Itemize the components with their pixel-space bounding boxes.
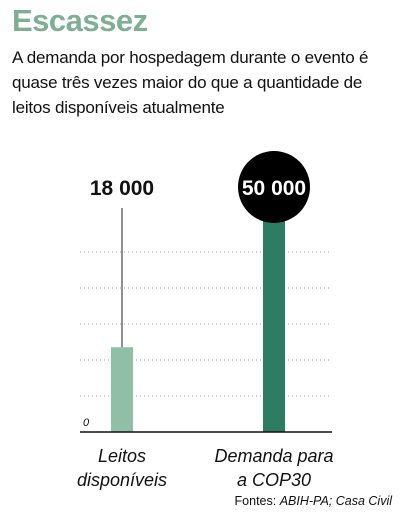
bar — [263, 196, 285, 432]
category-label: a COP30 — [237, 470, 311, 490]
page-title: Escassez — [12, 3, 148, 38]
value-highlight-circle — [238, 151, 310, 223]
source-note: Fontes: ABIH-PA; Casa Civil — [235, 494, 392, 508]
category-label: disponíveis — [77, 470, 167, 490]
page-subtitle: A demanda por hospedagem durante o event… — [12, 48, 369, 117]
category-label: Leitos — [98, 446, 146, 466]
source-label: Fontes: — [234, 494, 277, 508]
category-label: Demanda para — [214, 446, 333, 466]
bar — [111, 347, 133, 432]
y-tick-label-zero: 0 — [83, 417, 90, 429]
value-label: 18 000 — [90, 177, 154, 200]
source-names: ABIH-PA; Casa Civil — [279, 494, 392, 508]
value-label: 50 000 — [242, 177, 306, 200]
